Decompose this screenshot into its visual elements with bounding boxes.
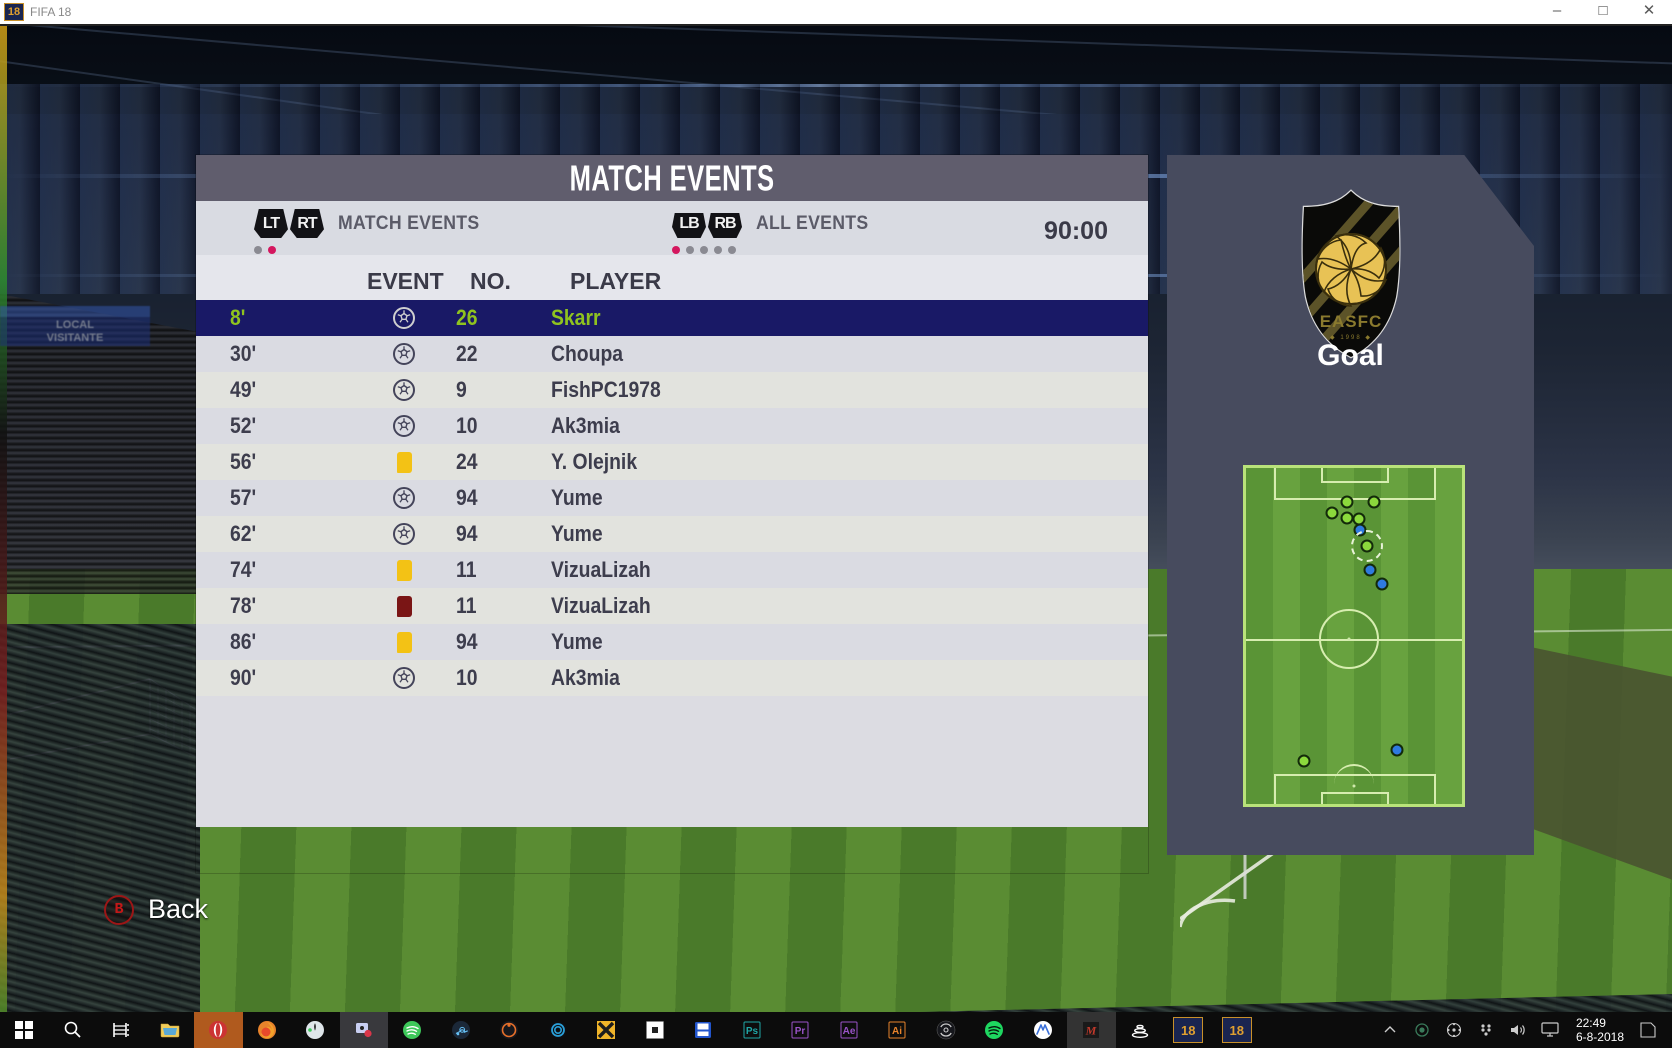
svg-text:EASFC: EASFC [1319, 312, 1382, 331]
svg-text:Pr: Pr [795, 1026, 806, 1037]
svg-text:Ai: Ai [892, 1026, 902, 1037]
svg-text:Ps: Ps [746, 1026, 759, 1037]
svg-text:M: M [1085, 1024, 1097, 1038]
svg-text:Ae: Ae [842, 1026, 855, 1037]
